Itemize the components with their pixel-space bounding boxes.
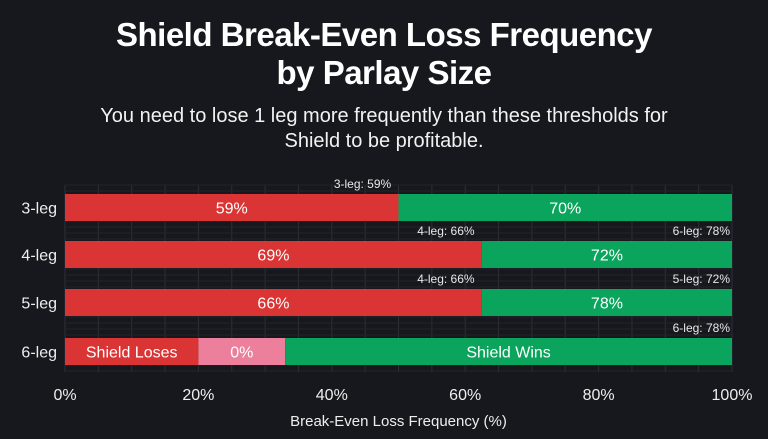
category-label: 6-leg: [21, 345, 57, 362]
bar-segment: [285, 338, 732, 365]
annotation-label: 6-leg: 78%: [673, 224, 731, 238]
annotation-label: 3-leg: 59%: [334, 177, 392, 191]
bar-segment: [65, 338, 199, 365]
x-tick-label: 60%: [449, 387, 481, 404]
category-label: 5-leg: [21, 296, 57, 313]
bar-segment: [198, 338, 286, 365]
bar-label: 0%: [230, 345, 253, 362]
subtitle-line-1: You need to lose 1 leg more frequently t…: [100, 105, 668, 127]
bar-segment: [65, 194, 399, 221]
bar-segment: [481, 289, 732, 316]
bar-segment: [398, 194, 732, 221]
bar-segment: [481, 241, 732, 268]
bar-segment: [65, 241, 482, 268]
x-tick-label: 0%: [53, 387, 76, 404]
title-line-1: Shield Break-Even Loss Frequency: [115, 16, 653, 53]
x-axis-label: Break-Even Loss Frequency (%): [290, 413, 507, 430]
annotation-label: 5-leg: 72%: [673, 272, 731, 286]
annotation-label: 4-leg: 66%: [417, 224, 475, 238]
x-tick-label: 40%: [316, 387, 348, 404]
chart-title: Shield Break-Even Loss Frequency by Parl…: [0, 16, 768, 92]
bar-label: 72%: [591, 248, 623, 265]
subtitle-line-2: Shield to be profitable.: [284, 130, 484, 152]
annotation-label: 6-leg: 78%: [673, 321, 731, 335]
x-tick-label: 80%: [583, 387, 615, 404]
bar-label: 69%: [257, 248, 289, 265]
bar-label: Shield Loses: [86, 345, 178, 362]
x-tick-label: 20%: [182, 387, 214, 404]
category-label: 4-leg: [21, 248, 57, 265]
chart-subtitle: You need to lose 1 leg more frequently t…: [0, 104, 768, 154]
bar-label: 66%: [257, 296, 289, 313]
bar-label: 70%: [549, 201, 581, 218]
x-tick-label: 100%: [712, 387, 753, 404]
bar-segment: [65, 289, 482, 316]
category-label: 3-leg: [21, 201, 57, 218]
annotation-label: 4-leg: 66%: [417, 272, 475, 286]
bar-label: 59%: [216, 201, 248, 218]
bar-label: 78%: [591, 296, 623, 313]
title-line-2: by Parlay Size: [276, 54, 492, 91]
bar-label: Shield Wins: [466, 345, 550, 362]
